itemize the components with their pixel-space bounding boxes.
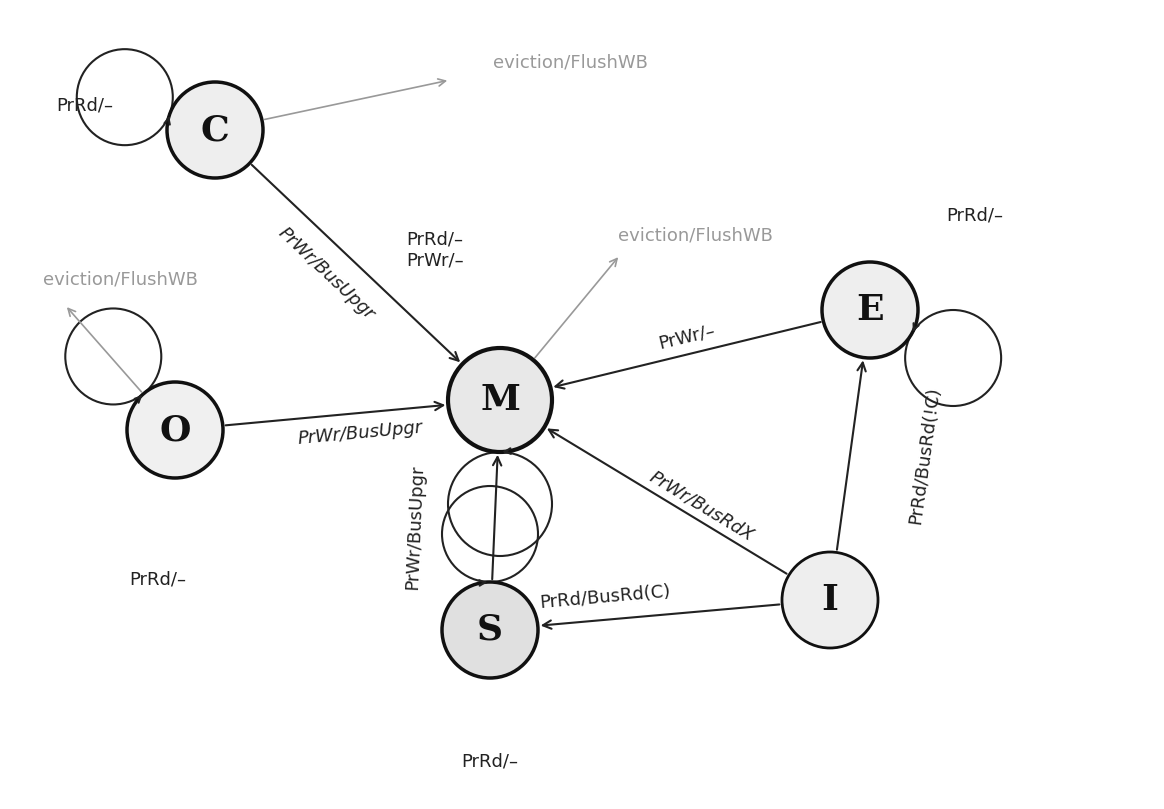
Circle shape bbox=[448, 348, 552, 452]
Text: S: S bbox=[477, 613, 503, 647]
Text: eviction/FlushWB: eviction/FlushWB bbox=[618, 226, 773, 244]
Text: PrRd/–: PrRd/– bbox=[57, 96, 114, 114]
Text: PrWr/BusRdX: PrWr/BusRdX bbox=[646, 468, 757, 544]
Text: PrWr/BusUpgr: PrWr/BusUpgr bbox=[403, 464, 427, 590]
Text: PrRd/–: PrRd/– bbox=[461, 753, 518, 771]
Text: PrWr/–: PrWr/– bbox=[656, 321, 717, 352]
Text: eviction/FlushWB: eviction/FlushWB bbox=[43, 271, 198, 289]
Text: PrRd/–: PrRd/– bbox=[946, 206, 1003, 224]
Text: PrWr/BusUpgr: PrWr/BusUpgr bbox=[275, 224, 378, 324]
Circle shape bbox=[442, 582, 538, 678]
Text: PrRd/–: PrRd/– bbox=[129, 571, 186, 589]
Text: C: C bbox=[200, 113, 229, 147]
Text: I: I bbox=[822, 583, 838, 617]
Text: PrRd/–
PrWr/–: PrRd/– PrWr/– bbox=[406, 231, 463, 269]
Text: PrRd/BusRd(!C): PrRd/BusRd(!C) bbox=[907, 385, 943, 525]
Circle shape bbox=[822, 262, 918, 358]
Circle shape bbox=[127, 382, 223, 478]
Circle shape bbox=[782, 552, 878, 648]
Circle shape bbox=[166, 82, 263, 178]
Text: PrWr/BusUpgr: PrWr/BusUpgr bbox=[297, 418, 424, 448]
Text: PrRd/BusRd(C): PrRd/BusRd(C) bbox=[539, 582, 672, 612]
Text: E: E bbox=[857, 293, 883, 327]
Text: eviction/FlushWB: eviction/FlushWB bbox=[492, 53, 647, 71]
Text: O: O bbox=[159, 413, 191, 447]
Text: M: M bbox=[480, 383, 520, 417]
